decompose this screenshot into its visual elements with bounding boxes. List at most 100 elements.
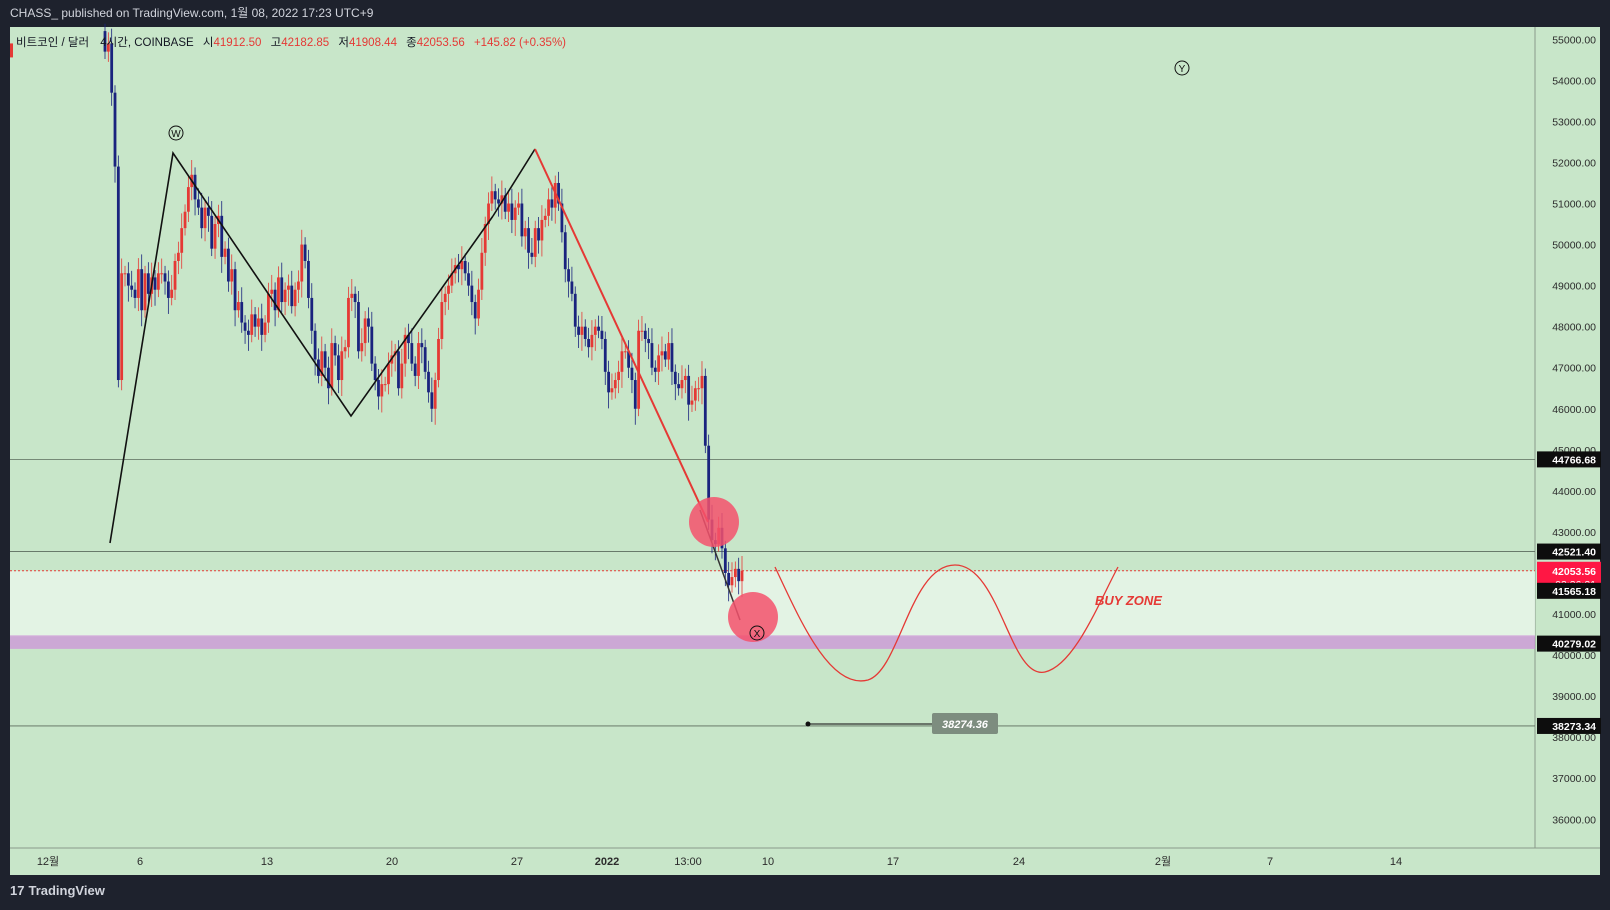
candle-body xyxy=(570,281,574,294)
candle-body xyxy=(527,228,530,253)
candle-body xyxy=(670,343,674,372)
x-tick-label-10: 2월 xyxy=(1155,855,1171,868)
y-tick-label-7: 48000.00 xyxy=(1552,322,1596,334)
candle-body xyxy=(617,371,621,381)
wave-label-circle xyxy=(1174,60,1190,76)
candle-body xyxy=(677,384,681,389)
candle-body xyxy=(580,326,584,335)
x-tick-label-1: 6 xyxy=(137,856,143,868)
candle-body xyxy=(267,293,270,323)
candle-body xyxy=(320,351,324,376)
candle-body xyxy=(583,326,587,339)
candle-body xyxy=(707,445,711,520)
candle-body xyxy=(263,322,267,335)
price-label-4: 40279.02 xyxy=(1552,639,1596,651)
candle-body xyxy=(337,355,340,381)
candle-body xyxy=(176,252,180,261)
candle-body xyxy=(723,548,727,573)
candle-body xyxy=(450,273,454,286)
y-tick-label-18: 37000.00 xyxy=(1552,773,1596,785)
candle-body xyxy=(423,347,427,372)
candle-body xyxy=(530,252,534,257)
candle-body xyxy=(277,277,280,311)
candle-body xyxy=(623,351,627,353)
candle-body xyxy=(627,351,631,368)
candle-body xyxy=(487,203,490,225)
candle-body xyxy=(243,322,247,331)
price-label-box xyxy=(1537,717,1601,734)
candle-body xyxy=(477,289,480,319)
candle-body xyxy=(633,380,637,409)
candle-body xyxy=(647,338,651,344)
y-tick-label-12: 43000.00 xyxy=(1552,527,1596,539)
candle-body xyxy=(597,326,600,331)
candle-body xyxy=(543,215,547,220)
candle-body xyxy=(590,334,594,348)
legend-symbol[interactable]: 비트코인 / 달러 xyxy=(16,37,90,49)
candle-body xyxy=(490,191,494,204)
candle-body xyxy=(327,367,330,389)
y-tick-label-1: 54000.00 xyxy=(1552,75,1596,87)
legend-change: +145.82 (+0.35%) xyxy=(473,37,567,49)
candle-body xyxy=(287,285,290,290)
candle-body xyxy=(517,203,520,208)
legend-interval: 4시간 xyxy=(100,37,128,49)
price-label-current: 42053.56 xyxy=(1552,566,1596,578)
candle-body xyxy=(300,244,304,282)
candle-body xyxy=(407,334,410,344)
candle-body xyxy=(223,248,227,257)
candle-body xyxy=(637,330,641,409)
candle-body xyxy=(233,269,237,311)
projection-curve xyxy=(774,564,1119,682)
candle-body xyxy=(140,269,144,311)
candle-body xyxy=(510,203,514,220)
y-tick-label-5: 50000.00 xyxy=(1552,240,1596,252)
chart-area[interactable] xyxy=(10,27,1600,875)
candle-body xyxy=(740,570,744,582)
highlight-circle xyxy=(728,592,778,642)
x-tick-label-2: 13 xyxy=(261,856,273,868)
candle-body xyxy=(116,166,120,381)
candle-body xyxy=(357,302,360,352)
candle-body xyxy=(503,195,507,212)
candle-body xyxy=(573,293,577,327)
candle-body xyxy=(133,289,137,298)
y-tick-label-11: 44000.00 xyxy=(1552,486,1596,498)
candle-body xyxy=(173,260,177,290)
candle-body xyxy=(160,273,164,275)
price-chart[interactable]: 55000.00 54000.00 53000.00 52000.00 51000.00… xyxy=(0,0,1610,875)
tradingview-logo-icon: 17 xyxy=(10,883,25,898)
candle-body xyxy=(180,228,184,253)
candle-body xyxy=(153,277,157,290)
highlight-circle xyxy=(689,497,739,547)
candle-body xyxy=(473,302,477,319)
candle-body xyxy=(387,363,390,385)
candle-body xyxy=(363,318,367,344)
candle-body xyxy=(293,289,297,307)
candle-body xyxy=(467,273,470,286)
candle-body xyxy=(297,281,300,290)
candle-body xyxy=(653,367,657,372)
candle-body xyxy=(340,351,344,381)
x-tick-label-0: 12월 xyxy=(37,855,59,868)
price-label-3: 41565.18 xyxy=(1552,586,1596,598)
candle-body xyxy=(220,215,224,257)
candle-body xyxy=(663,351,667,360)
candle-body xyxy=(447,285,450,294)
candle-body xyxy=(443,293,447,303)
legend-low: 41908.44 xyxy=(349,37,397,49)
candle-body xyxy=(410,343,414,364)
candle-body xyxy=(237,302,240,311)
tradingview-logo[interactable]: 17 TradingView xyxy=(10,883,105,898)
candle-body xyxy=(353,293,357,303)
candle-body xyxy=(377,380,380,397)
y-tick-label-14: 41000.00 xyxy=(1552,609,1596,621)
candle-body xyxy=(727,572,731,586)
candle-body xyxy=(343,347,347,352)
candle-body xyxy=(203,207,207,229)
x-tick-label-6: 13:00 xyxy=(674,856,702,868)
y-tick-label-2: 53000.00 xyxy=(1552,116,1596,128)
candle-body xyxy=(417,343,420,376)
candle-body xyxy=(240,302,244,323)
candle-body xyxy=(650,343,654,368)
